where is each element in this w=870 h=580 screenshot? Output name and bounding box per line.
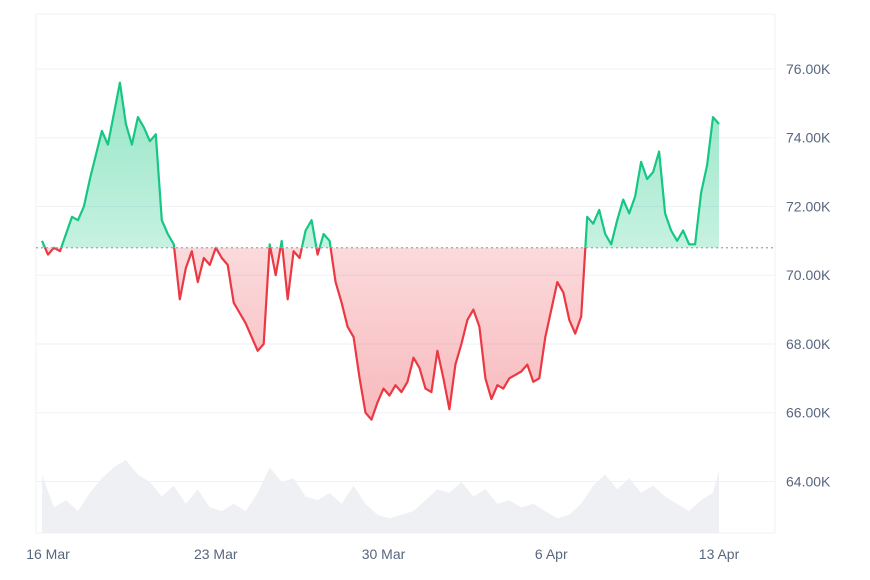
x-tick-label: 30 Mar	[362, 546, 406, 562]
y-tick-label: 68.00K	[786, 336, 831, 352]
x-tick-label: 13 Apr	[699, 546, 740, 562]
x-tick-label: 6 Apr	[535, 546, 568, 562]
y-tick-label: 74.00K	[786, 130, 831, 146]
price-line-group	[40, 81, 720, 421]
area-below-baseline	[45, 247, 586, 420]
price-line-up	[40, 81, 720, 248]
x-tick-label: 16 Mar	[26, 546, 70, 562]
x-axis: 16 Mar 23 Mar 30 Mar 6 Apr 13 Apr	[26, 546, 739, 562]
price-area-group	[42, 82, 719, 420]
area-above-baseline	[42, 82, 719, 248]
y-tick-label: 66.00K	[786, 405, 831, 421]
y-tick-label: 72.00K	[786, 198, 831, 214]
price-line-down	[43, 247, 587, 421]
y-tick-label: 64.00K	[786, 473, 831, 489]
y-tick-label: 76.00K	[786, 61, 831, 77]
volume-area	[42, 460, 719, 533]
volume-area-group	[42, 460, 719, 533]
y-axis: 64.00K 66.00K 68.00K 70.00K 72.00K 74.00K 76.0…	[786, 61, 831, 489]
x-tick-label: 23 Mar	[194, 546, 238, 562]
y-tick-label: 70.00K	[786, 267, 831, 283]
